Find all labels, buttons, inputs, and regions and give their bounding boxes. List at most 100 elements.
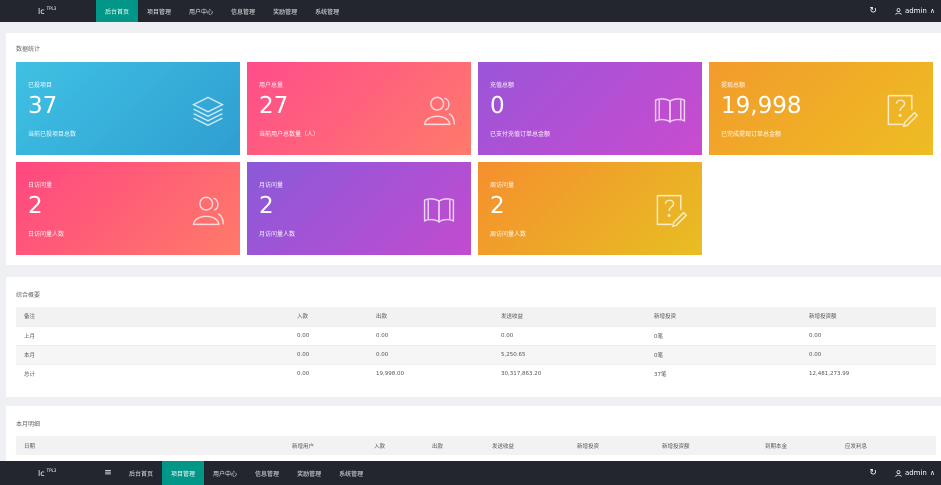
nav-item-home[interactable]: 后台首页 [129,470,154,478]
stat-desc: 当前用户总数量（人） [259,131,320,138]
table-row: 本月 0.00 0.00 5,250.65 0笔 0.00 [16,344,936,364]
table-header-row: 备注 入款 出款 发送收益 新增投资 新增投资额 [16,307,936,326]
column-header: 出款 [368,307,493,326]
chevron-up-icon: ∧ [929,7,935,15]
refresh-icon[interactable]: ↻ [869,468,877,478]
table-row: 总计 0.00 19,998.00 30,317,863.20 37笔 12,4… [16,363,936,383]
stat-card-weekly-visits[interactable]: 周访问量 2 周访问量人数 [478,162,702,255]
stat-card-projects[interactable]: 已投项目 37 当前已投项目总数 [16,62,240,155]
app-logo[interactable]: lc TPL3 [38,5,57,16]
question-note-icon [656,194,688,228]
stat-desc: 月访问量人数 [259,231,296,238]
app-logo[interactable]: lc TPL3 [38,467,57,478]
table-cell: 30,317,863.20 [493,363,646,383]
top-right-tools: ↻ admin ∧ [869,0,941,22]
table-cell: 上月 [16,325,289,345]
nav-item-info[interactable]: 信息管理 [255,470,280,478]
username: admin [904,469,927,477]
nav-item-rewards[interactable]: 奖励管理 [297,470,322,478]
table-cell: 本月 [16,344,289,364]
column-header: 日期 [16,436,284,455]
table-cell: 0.00 [801,344,936,364]
column-header: 新增投资 [569,436,654,455]
overview-panel: 综合概要 备注 入款 出款 发送收益 新增投资 新增投资额 上月 0.00 0.… [6,277,941,397]
stat-label: 充值总额 [490,82,515,89]
table-cell: 总计 [16,363,289,383]
stat-desc: 已支付充值订单总金额 [490,131,551,138]
table-cell: 0.00 [801,325,936,345]
overview-title: 综合概要 [16,292,41,299]
username: admin [904,7,927,15]
table-cell: 0.00 [368,325,493,345]
stat-value: 37 [28,93,58,119]
nav-item-projects[interactable]: 项目管理 [162,461,205,485]
book-icon [654,98,686,123]
user-menu[interactable]: admin ∧ [895,7,935,15]
stat-label: 已投项目 [28,82,53,89]
table-cell: 0笔 [646,325,801,345]
table-header-row: 日期 新增用户 入款 出款 发送收益 新增投资 新增投资额 到期本金 应发利息 [16,436,936,455]
nav-item-users[interactable]: 用户中心 [189,8,214,16]
secondary-nav-bar: lc TPL3 ≡ 后台首页 项目管理 用户中心 信息管理 奖励管理 系统管理 ↻… [0,461,941,485]
nav-item-info[interactable]: 信息管理 [231,8,256,16]
chevron-up-icon: ∧ [929,469,935,477]
user-menu[interactable]: admin ∧ [895,469,935,477]
person-icon [895,7,902,15]
stat-value: 2 [259,193,274,219]
layers-icon [191,96,225,127]
column-header: 新增投资 [646,307,801,326]
table-cell: 12,481,273.99 [801,363,936,383]
stat-label: 周访问量 [490,182,515,189]
stat-value: 19,998 [721,93,802,119]
column-header: 入款 [366,436,424,455]
top-nav-bar: lc TPL3 后台首页 项目管理 用户中心 信息管理 奖励管理 系统管理 ↻ a… [0,0,941,22]
users-icon [192,196,225,226]
overview-table: 备注 入款 出款 发送收益 新增投资 新增投资额 上月 0.00 0.00 0.… [16,307,936,383]
stat-value: 0 [490,93,505,119]
stat-desc: 日访问量人数 [28,231,65,238]
stat-desc: 已完成提现订单总金额 [721,131,782,138]
monthly-title: 本月明细 [16,421,41,428]
users-icon [423,96,456,126]
nav-item-projects[interactable]: 项目管理 [147,8,172,16]
column-header: 新增用户 [284,436,366,455]
column-header: 新增投资额 [801,307,936,326]
table-cell: 0.00 [368,344,493,364]
column-header: 应发利息 [837,436,936,455]
table-cell: 0.00 [493,325,646,345]
main-nav: 后台首页 项目管理 用户中心 信息管理 奖励管理 系统管理 [96,0,348,22]
table-cell: 37笔 [646,363,801,383]
column-header: 备注 [16,307,289,326]
stat-value: 2 [28,193,43,219]
stat-label: 用户总量 [259,82,284,89]
table-row: 上月 0.00 0.00 0.00 0笔 0.00 [16,325,936,345]
question-note-icon [887,94,919,128]
nav-item-rewards[interactable]: 奖励管理 [273,8,298,16]
nav-item-system[interactable]: 系统管理 [315,8,340,16]
nav-item-home[interactable]: 后台首页 [96,0,139,22]
table-cell: 5,250.65 [493,344,646,364]
nav-item-system[interactable]: 系统管理 [339,470,364,478]
column-header: 出款 [424,436,484,455]
person-icon [895,469,902,477]
column-header: 发送收益 [484,436,569,455]
secondary-nav: 后台首页 项目管理 用户中心 信息管理 奖励管理 系统管理 [120,461,372,485]
stat-label: 提现总额 [721,82,746,89]
refresh-icon[interactable]: ↻ [869,6,877,16]
table-cell: 19,998.00 [368,363,493,383]
book-icon [423,198,455,223]
stat-card-withdraw[interactable]: 提现总额 19,998 已完成提现订单总金额 [709,62,933,155]
column-header: 新增投资额 [654,436,757,455]
monthly-panel: 本月明细 日期 新增用户 入款 出款 发送收益 新增投资 新增投资额 到期本金 … [6,406,941,462]
stats-title: 数据统计 [16,46,41,53]
stat-card-monthly-visits[interactable]: 月访问量 2 月访问量人数 [247,162,471,255]
stat-value: 27 [259,93,289,119]
menu-toggle-icon[interactable]: ≡ [104,468,112,478]
nav-item-users[interactable]: 用户中心 [213,470,238,478]
stat-card-daily-visits[interactable]: 日访问量 2 日访问量人数 [16,162,240,255]
stat-card-recharge[interactable]: 充值总额 0 已支付充值订单总金额 [478,62,702,155]
stat-card-users[interactable]: 用户总量 27 当前用户总数量（人） [247,62,471,155]
stat-label: 日访问量 [28,182,53,189]
stat-label: 月访问量 [259,182,284,189]
column-header: 入款 [289,307,368,326]
